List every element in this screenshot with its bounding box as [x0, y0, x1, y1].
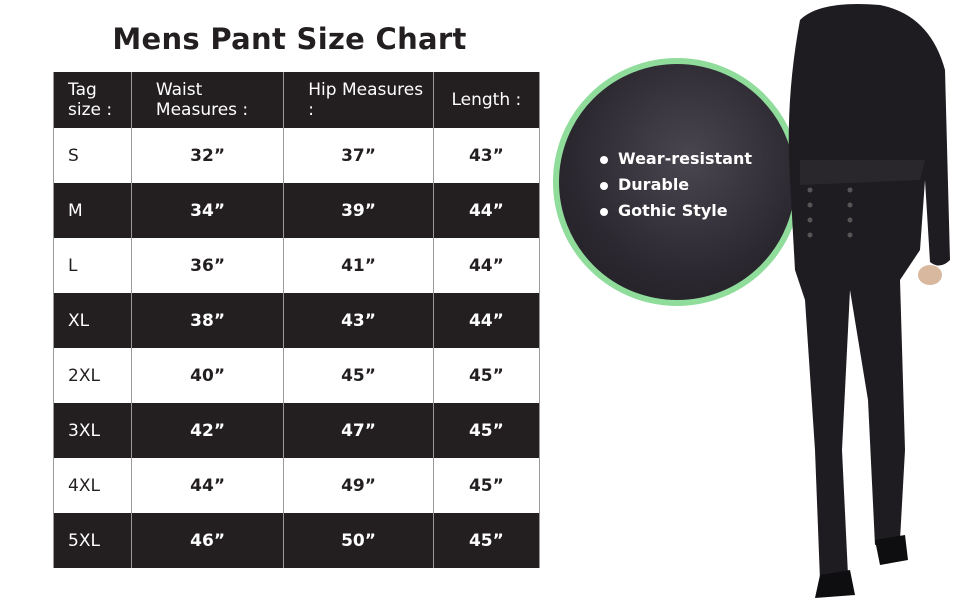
cell-hip: 43”	[283, 293, 434, 348]
header-tag-size: Tag size :	[53, 72, 132, 128]
cell-hip: 39”	[283, 183, 434, 238]
feature-item: Durable	[600, 172, 752, 198]
table-row: S 32” 37” 43”	[53, 128, 541, 183]
cell-tag-size: M	[53, 183, 132, 238]
cell-length: 43”	[432, 128, 541, 183]
cell-hip: 37”	[283, 128, 434, 183]
cell-hip: 45”	[283, 348, 434, 403]
table-row: M 34” 39” 44”	[53, 183, 541, 238]
cell-length: 45”	[432, 458, 541, 513]
cell-hip: 41”	[283, 238, 434, 293]
fabric-feature-badge	[553, 58, 801, 306]
feature-list: Wear-resistant Durable Gothic Style	[600, 146, 752, 224]
cell-tag-size: 2XL	[53, 348, 132, 403]
feature-item: Wear-resistant	[600, 146, 752, 172]
header-waist: Waist Measures :	[130, 72, 285, 128]
table-header-row: Tag size : Waist Measures : Hip Measures…	[53, 72, 541, 128]
cell-tag-size: 3XL	[53, 403, 132, 458]
cell-waist: 36”	[130, 238, 285, 293]
cell-waist: 34”	[130, 183, 285, 238]
cell-length: 44”	[432, 293, 541, 348]
cell-length: 44”	[432, 238, 541, 293]
cell-length: 45”	[432, 513, 541, 568]
cell-hip: 49”	[283, 458, 434, 513]
table-row: XL 38” 43” 44”	[53, 293, 541, 348]
table-row: 2XL 40” 45” 45”	[53, 348, 541, 403]
cell-hip: 50”	[283, 513, 434, 568]
table-row: 4XL 44” 49” 45”	[53, 458, 541, 513]
table-row: 5XL 46” 50” 45”	[53, 513, 541, 568]
cell-waist: 32”	[130, 128, 285, 183]
model-photo	[788, 4, 950, 598]
table-row: L 36” 41” 44”	[53, 238, 541, 293]
cell-tag-size: XL	[53, 293, 132, 348]
size-chart-table: Tag size : Waist Measures : Hip Measures…	[53, 72, 541, 568]
page-title: Mens Pant Size Chart	[112, 22, 467, 56]
cell-waist: 42”	[130, 403, 285, 458]
cell-waist: 40”	[130, 348, 285, 403]
cell-waist: 38”	[130, 293, 285, 348]
cell-tag-size: 4XL	[53, 458, 132, 513]
header-length: Length :	[432, 72, 541, 128]
cell-tag-size: 5XL	[53, 513, 132, 568]
cell-length: 44”	[432, 183, 541, 238]
cell-length: 45”	[432, 403, 541, 458]
cell-tag-size: S	[53, 128, 132, 183]
cell-tag-size: L	[53, 238, 132, 293]
cell-waist: 44”	[130, 458, 285, 513]
table-row: 3XL 42” 47” 45”	[53, 403, 541, 458]
header-hip: Hip Measures :	[283, 72, 434, 128]
cell-waist: 46”	[130, 513, 285, 568]
feature-item: Gothic Style	[600, 198, 752, 224]
cell-hip: 47”	[283, 403, 434, 458]
cell-length: 45”	[432, 348, 541, 403]
